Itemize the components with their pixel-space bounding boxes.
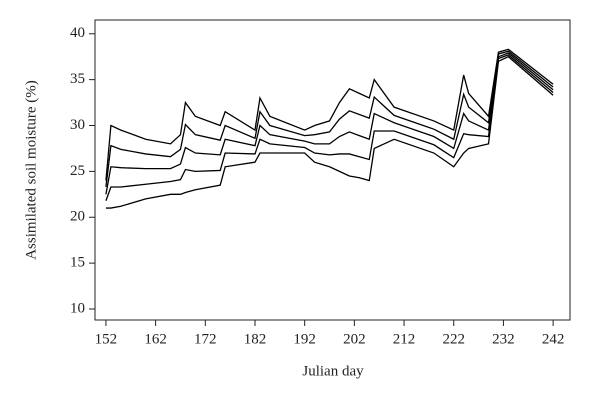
x-tick-label: 182	[244, 331, 267, 347]
y-tick-label: 25	[70, 163, 85, 179]
y-axis-title: Assimilated soil moisture (%)	[23, 80, 39, 260]
x-tick-label: 192	[293, 331, 316, 347]
x-tick-label: 232	[492, 331, 515, 347]
x-tick-label: 242	[542, 331, 565, 347]
y-tick-label: 20	[70, 209, 85, 225]
y-tick-label: 10	[70, 300, 85, 316]
y-tick-label: 30	[70, 117, 85, 133]
x-tick-label: 222	[442, 331, 465, 347]
y-tick-label: 40	[70, 25, 85, 41]
x-tick-label: 172	[194, 331, 217, 347]
data-line	[105, 52, 554, 195]
x-tick-label: 152	[95, 331, 118, 347]
plot-frame	[94, 19, 571, 321]
data-line	[105, 48, 554, 181]
data-line	[105, 54, 554, 201]
x-tick-label: 212	[393, 331, 416, 347]
data-line	[105, 55, 554, 209]
x-axis-title: Julian day	[302, 363, 364, 379]
x-tick-label: 202	[343, 331, 366, 347]
x-tick-label: 162	[144, 331, 167, 347]
y-tick-label: 15	[70, 255, 85, 271]
data-line	[105, 50, 554, 188]
y-tick-label: 35	[70, 71, 85, 87]
